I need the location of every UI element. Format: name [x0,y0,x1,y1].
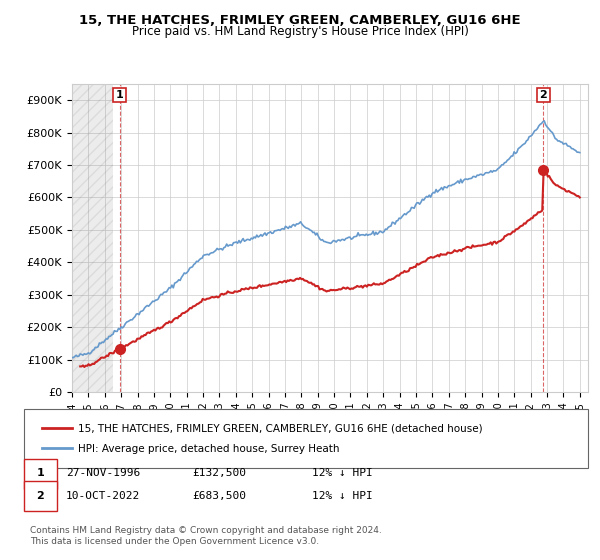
Text: 12% ↓ HPI: 12% ↓ HPI [312,491,373,501]
Text: Price paid vs. HM Land Registry's House Price Index (HPI): Price paid vs. HM Land Registry's House … [131,25,469,38]
Text: 15, THE HATCHES, FRIMLEY GREEN, CAMBERLEY, GU16 6HE: 15, THE HATCHES, FRIMLEY GREEN, CAMBERLE… [79,14,521,27]
Text: 1: 1 [116,90,124,100]
Text: 2: 2 [37,491,44,501]
Text: 10-OCT-2022: 10-OCT-2022 [66,491,140,501]
Bar [72,84,113,392]
Text: 27-NOV-1996: 27-NOV-1996 [66,468,140,478]
Text: 12% ↓ HPI: 12% ↓ HPI [312,468,373,478]
Text: 15, THE HATCHES, FRIMLEY GREEN, CAMBERLEY, GU16 6HE (detached house): 15, THE HATCHES, FRIMLEY GREEN, CAMBERLE… [78,424,482,434]
Text: Contains HM Land Registry data © Crown copyright and database right 2024.
This d: Contains HM Land Registry data © Crown c… [30,526,382,546]
Text: HPI: Average price, detached house, Surrey Heath: HPI: Average price, detached house, Surr… [78,444,340,454]
Text: 1: 1 [37,468,44,478]
Text: £132,500: £132,500 [192,468,246,478]
Text: 2: 2 [539,90,547,100]
Text: £683,500: £683,500 [192,491,246,501]
